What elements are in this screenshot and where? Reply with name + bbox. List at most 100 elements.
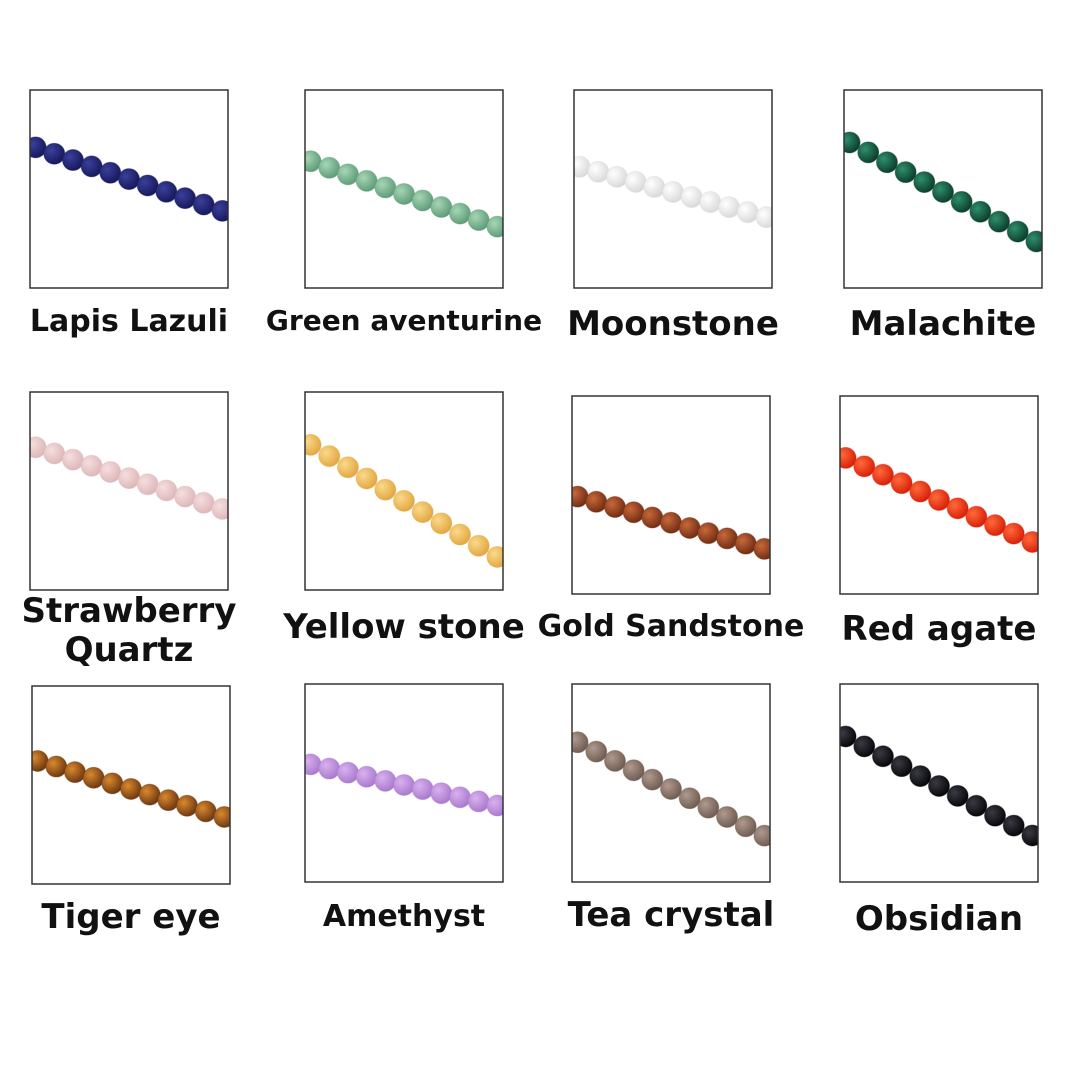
bead <box>624 170 647 193</box>
bead <box>318 156 341 179</box>
bead <box>1006 220 1029 243</box>
bead <box>393 489 415 512</box>
bead-strand <box>32 749 230 828</box>
bead <box>928 488 950 511</box>
bead <box>1002 522 1025 545</box>
image-frame <box>839 395 1039 595</box>
bead <box>194 800 217 823</box>
image-frame <box>304 89 504 289</box>
bead <box>374 478 397 501</box>
bead <box>1002 814 1025 837</box>
bead <box>155 479 178 502</box>
bead <box>213 805 230 828</box>
bead <box>336 761 359 784</box>
bead <box>622 759 645 782</box>
image-frame <box>304 391 504 591</box>
bead <box>355 467 378 490</box>
bead <box>984 804 1007 827</box>
bead <box>857 141 880 164</box>
bead <box>486 215 503 238</box>
bead <box>734 532 757 555</box>
bead <box>871 463 894 486</box>
bead <box>950 190 973 213</box>
bead-strand <box>574 155 772 229</box>
bead <box>605 165 628 188</box>
bead <box>932 180 954 203</box>
bead <box>318 445 341 468</box>
bead <box>30 136 47 159</box>
bead <box>984 514 1007 537</box>
bead <box>99 161 122 184</box>
bead <box>585 490 608 513</box>
bead <box>660 777 682 800</box>
bead <box>61 448 84 471</box>
bead <box>138 783 161 806</box>
bead <box>393 182 415 205</box>
bead <box>946 497 969 520</box>
bead <box>572 731 589 754</box>
bead <box>840 725 857 748</box>
bead <box>45 755 68 778</box>
image-frame <box>571 395 771 595</box>
bead <box>157 789 180 812</box>
bead <box>101 772 124 795</box>
image-frame <box>839 683 1039 883</box>
bead <box>61 149 84 172</box>
product-label: Obsidian <box>854 899 1024 939</box>
bead-strand <box>30 136 228 222</box>
product-label: Tea crystal <box>567 895 775 935</box>
bead-strand <box>844 131 1042 253</box>
bead-strand <box>30 436 228 520</box>
bead <box>355 765 378 788</box>
bead-strand <box>840 725 1038 847</box>
bead <box>80 155 103 178</box>
bead <box>99 460 122 483</box>
bead <box>988 210 1011 233</box>
bead <box>43 442 66 465</box>
bead <box>678 516 701 539</box>
bead <box>641 768 664 791</box>
bead <box>736 201 759 224</box>
product-label: Red agate <box>841 609 1037 649</box>
image-frame <box>843 89 1043 289</box>
bead <box>430 782 453 805</box>
bead <box>913 171 936 194</box>
product-label: Green aventurine <box>265 304 543 337</box>
bead-strand <box>305 753 503 817</box>
bead <box>192 491 215 514</box>
bead <box>718 196 741 219</box>
bead <box>393 773 415 796</box>
bead <box>643 175 666 198</box>
bead <box>467 209 490 232</box>
bead <box>211 497 228 520</box>
bead <box>43 142 66 165</box>
bead <box>449 202 472 225</box>
bead <box>844 131 861 154</box>
image-frame <box>571 683 771 883</box>
bead <box>572 485 589 508</box>
product-label: Malachite <box>849 304 1037 344</box>
bead <box>136 174 159 197</box>
bead <box>753 537 770 560</box>
bead <box>411 778 434 801</box>
bead <box>890 755 913 778</box>
bead <box>118 467 140 490</box>
bead <box>63 761 86 784</box>
bead <box>909 480 932 503</box>
bead <box>305 753 322 776</box>
product-label: Tiger eye <box>41 897 221 937</box>
bead <box>909 765 932 788</box>
bead-strand <box>840 446 1038 553</box>
bead <box>1025 230 1042 253</box>
image-frame <box>31 685 231 885</box>
bead <box>840 446 857 469</box>
bead <box>305 150 322 173</box>
bead <box>318 757 341 780</box>
bead <box>486 794 503 817</box>
product-label: Moonstone <box>567 304 779 344</box>
bead <box>449 523 472 546</box>
image-frame <box>304 683 504 883</box>
bead <box>30 436 47 459</box>
